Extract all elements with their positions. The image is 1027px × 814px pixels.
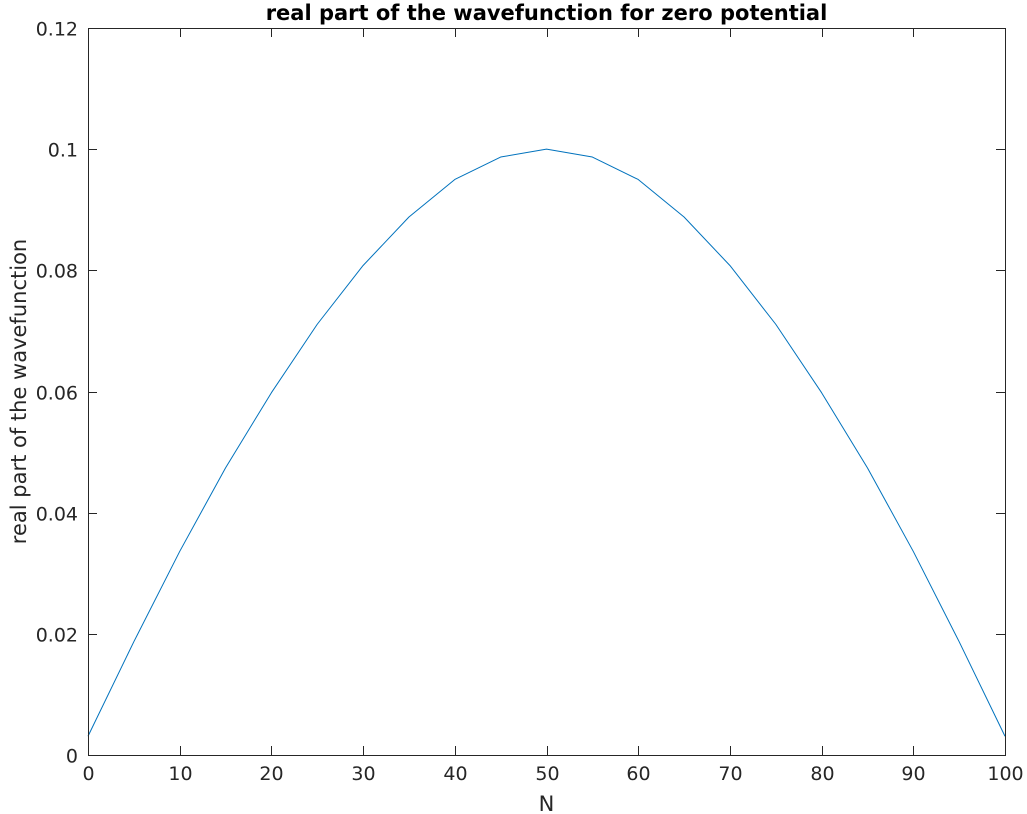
x-axis-label: N <box>539 792 555 814</box>
x-tick-label: 70 <box>718 763 742 785</box>
y-tick-label: 0.1 <box>48 140 78 162</box>
y-tick-label: 0.12 <box>36 19 78 41</box>
x-tick-label: 10 <box>168 763 192 785</box>
series-layer <box>87 148 1006 737</box>
y-tick-label: 0.08 <box>36 261 78 283</box>
x-tick-label: 20 <box>259 763 283 785</box>
x-tick-label: 30 <box>351 763 375 785</box>
tick-layer: 0 10 20 30 40 50 60 70 80 90 100 0 0.02 0.04 0.06 0.08 0… <box>36 19 1024 786</box>
plot-area <box>88 28 1005 755</box>
chart-title: real part of the wavefunction for zero p… <box>266 1 828 25</box>
x-tick-label: 40 <box>443 763 467 785</box>
y-tick-label: 0.04 <box>36 504 78 526</box>
x-tick-label: 90 <box>901 763 925 785</box>
axes-box <box>88 28 1006 756</box>
x-tick-label: 0 <box>82 763 94 785</box>
y-tick-label: 0.06 <box>36 383 78 405</box>
x-tick-label: 80 <box>810 763 834 785</box>
series-line <box>87 148 1006 737</box>
y-tick-label: 0 <box>66 746 78 768</box>
x-tick-label: 50 <box>535 763 559 785</box>
x-tick-label: 100 <box>987 763 1023 785</box>
y-axis-label: real part of the wavefunction <box>7 239 31 544</box>
y-tick-label: 0.02 <box>36 625 78 647</box>
x-tick-label: 60 <box>626 763 650 785</box>
